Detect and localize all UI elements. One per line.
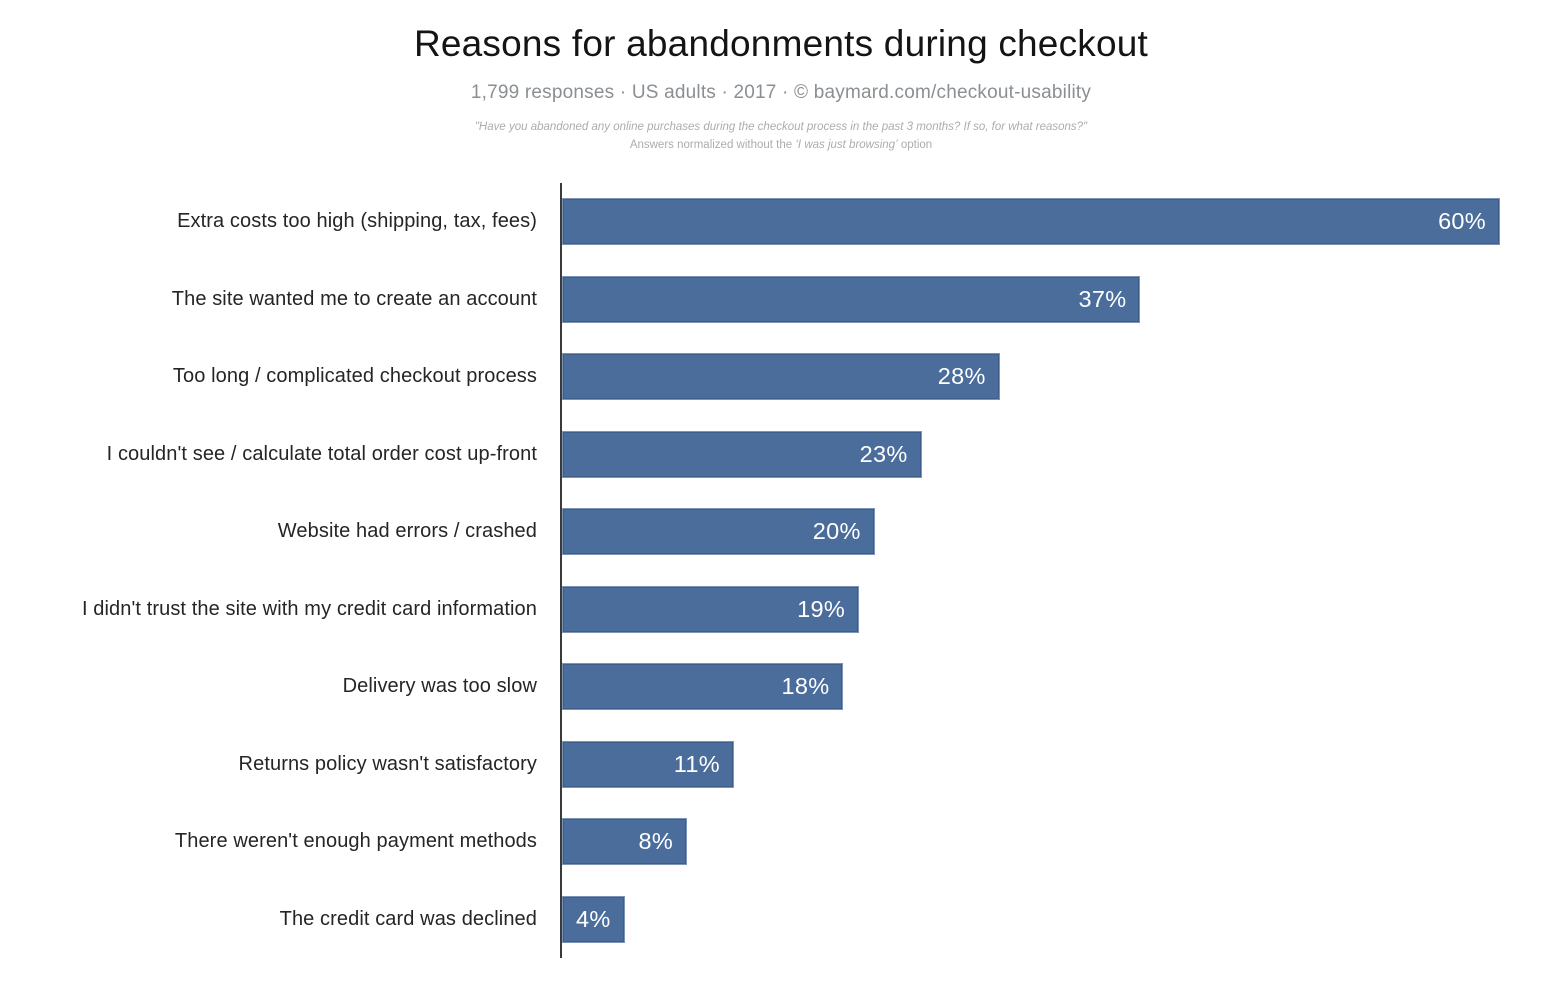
bar-row: Returns policy wasn't satisfactory 11% <box>0 726 1562 804</box>
category-label: I couldn't see / calculate total order c… <box>106 442 537 465</box>
bar-area: 28% <box>562 353 1500 401</box>
bar: 8% <box>562 818 688 866</box>
bar-row: Website had errors / crashed 20% <box>0 493 1562 571</box>
bar: 19% <box>562 585 860 633</box>
bar-area: 60% <box>562 198 1500 246</box>
bar-area: 20% <box>562 508 1500 556</box>
chart-header: Reasons for abandonments during checkout… <box>0 0 1562 154</box>
survey-note-suffix: option <box>897 139 933 151</box>
bar: 23% <box>562 430 922 478</box>
bar-area: 19% <box>562 585 1500 633</box>
bar-row: Extra costs too high (shipping, tax, fee… <box>0 183 1562 261</box>
page-title: Reasons for abandonments during checkout <box>413 23 1149 64</box>
bar-area: 37% <box>562 275 1500 323</box>
bar-area: 8% <box>562 818 1500 866</box>
category-label: Extra costs too high (shipping, tax, fee… <box>177 210 537 233</box>
bar-value-label: 11% <box>673 750 720 777</box>
bar-area: 11% <box>562 740 1500 788</box>
category-label: The site wanted me to create an account <box>171 287 537 310</box>
bar-value-label: 4% <box>575 905 611 932</box>
survey-note-prefix: Answers normalized without the <box>629 139 796 151</box>
bar-area: 4% <box>562 895 1500 943</box>
bar: 18% <box>562 663 844 711</box>
bar-row: Delivery was too slow 18% <box>0 648 1562 726</box>
bar-value-label: 28% <box>937 363 986 390</box>
bar-row: I couldn't see / calculate total order c… <box>0 416 1562 494</box>
bar-value-label: 8% <box>638 828 674 855</box>
bar-row: I didn't trust the site with my credit c… <box>0 571 1562 649</box>
y-axis-line <box>560 183 562 958</box>
bars-container: Extra costs too high (shipping, tax, fee… <box>0 183 1562 958</box>
bar-row: The credit card was declined 4% <box>0 881 1562 959</box>
bar: 60% <box>562 198 1500 246</box>
category-label: The credit card was declined <box>279 907 537 930</box>
bar-value-label: 23% <box>859 440 908 467</box>
survey-question-line2: Answers normalized without the ‘I was ju… <box>0 136 1562 154</box>
category-label: I didn't trust the site with my credit c… <box>81 597 537 620</box>
bar: 4% <box>562 895 625 943</box>
bar-area: 23% <box>562 430 1500 478</box>
survey-question: "Have you abandoned any online purchases… <box>0 118 1562 154</box>
bar-chart: Extra costs too high (shipping, tax, fee… <box>0 183 1562 958</box>
bar-value-label: 18% <box>781 673 830 700</box>
bar-value-label: 20% <box>812 518 861 545</box>
bar: 20% <box>562 508 875 556</box>
category-label: There weren't enough payment methods <box>174 830 537 853</box>
survey-note-option: ‘I was just browsing’ <box>795 139 898 151</box>
category-label: Website had errors / crashed <box>277 520 537 543</box>
bar: 11% <box>562 740 734 788</box>
bar-value-label: 19% <box>797 595 846 622</box>
bar-value-label: 37% <box>1078 285 1127 312</box>
category-label: Returns policy wasn't satisfactory <box>238 752 537 775</box>
survey-question-line1: "Have you abandoned any online purchases… <box>474 121 1088 133</box>
bar-value-label: 60% <box>1438 208 1486 235</box>
bar: 28% <box>562 353 1000 401</box>
category-label: Delivery was too slow <box>342 675 537 698</box>
bar-area: 18% <box>562 663 1500 711</box>
bar-row: There weren't enough payment methods 8% <box>0 803 1562 881</box>
chart-subtitle: 1,799 responses · US adults · 2017 · © b… <box>470 82 1092 103</box>
bar-row: Too long / complicated checkout process … <box>0 338 1562 416</box>
category-label: Too long / complicated checkout process <box>172 365 537 388</box>
bar-row: The site wanted me to create an account … <box>0 261 1562 339</box>
bar: 37% <box>562 275 1141 323</box>
